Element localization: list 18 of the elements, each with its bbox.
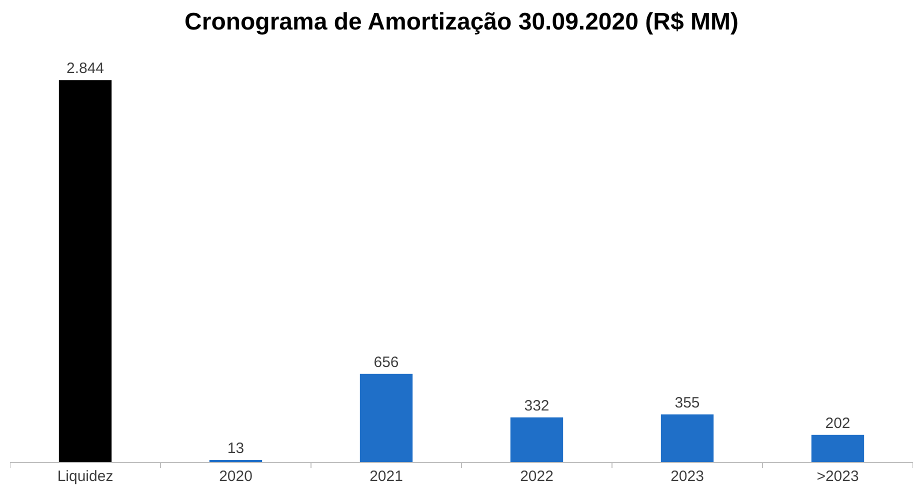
x-tick-label: >2023 bbox=[816, 468, 859, 485]
bar bbox=[811, 434, 864, 462]
chart-title: Cronograma de Amortização 30.09.2020 (R$ MM) bbox=[184, 8, 738, 36]
x-tick-label: 2023 bbox=[670, 468, 704, 485]
data-label: 332 bbox=[524, 397, 550, 414]
data-label: 656 bbox=[374, 354, 399, 371]
data-label: 2.844 bbox=[66, 60, 104, 78]
data-label: 202 bbox=[825, 414, 850, 432]
bar bbox=[510, 417, 564, 462]
x-tick-label: 2022 bbox=[520, 468, 554, 485]
bar bbox=[360, 374, 413, 462]
bar bbox=[660, 414, 714, 462]
x-tick-label: 2020 bbox=[219, 468, 252, 485]
x-tick-label: 2021 bbox=[370, 468, 403, 485]
bar bbox=[58, 80, 112, 462]
data-label: 13 bbox=[227, 440, 244, 457]
data-label: 355 bbox=[674, 394, 700, 412]
x-tick-label: Liquidez bbox=[57, 468, 114, 485]
